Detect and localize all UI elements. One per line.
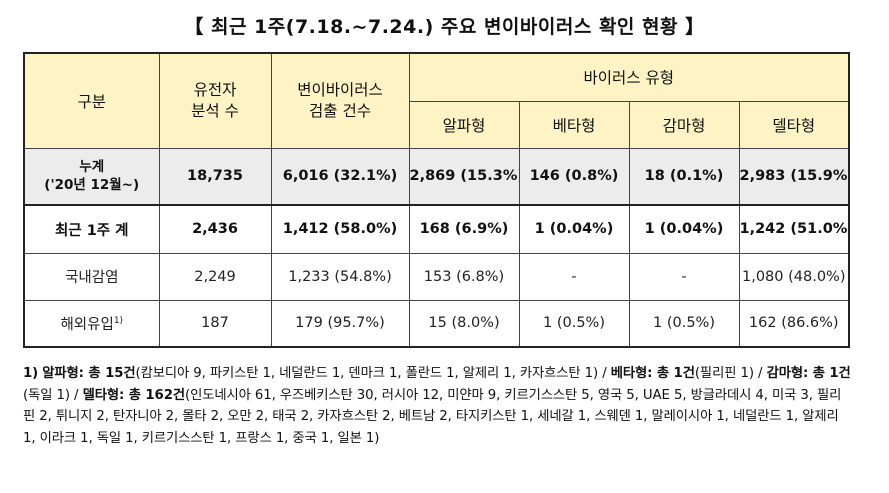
header-beta: 베타형 (518, 100, 630, 149)
footnote-gamma-detail: (독일 1) / (23, 387, 79, 403)
header-gene-line1: 유전자 (193, 80, 237, 99)
week-total-variant: 1,412 (58.0%) (270, 204, 410, 254)
week-total-alpha: 168 (6.9%) (408, 204, 520, 254)
footnote-alpha-detail: (캄보디아 9, 파키스탄 1, 네덜란드 1, 덴마크 1, 폴란드 1, 알… (135, 366, 607, 381)
domestic-label: 국내감염 (23, 252, 160, 301)
footnote-beta-label: 베타형: 총 1건 (610, 366, 695, 381)
overseas-label-text: 해외유입 (60, 316, 114, 333)
week-total-label: 최근 1주 계 (23, 204, 160, 254)
footnote-gamma-label: 감마형: 총 1건 (766, 366, 851, 381)
domestic-gamma: - (628, 252, 740, 301)
cumulative-variant: 6,016 (32.1%) (270, 147, 410, 206)
overseas-variant: 179 (95.7%) (270, 299, 410, 348)
header-alpha: 알파형 (408, 100, 520, 149)
domestic-beta: - (518, 252, 630, 301)
overseas-gene: 187 (158, 299, 272, 348)
week-total-gene: 2,436 (158, 204, 272, 254)
overseas-gamma: 1 (0.5%) (628, 299, 740, 348)
row-week-total: 최근 1주 계 2,436 1,412 (58.0%) 168 (6.9%) 1… (23, 204, 850, 254)
overseas-delta: 162 (86.6%) (738, 299, 850, 348)
header-variant-detection: 변이바이러스 검출 건수 (270, 52, 410, 149)
header-gene-line2: 분석 수 (191, 101, 239, 120)
cumulative-label: 누계 ('20년 12월~) (23, 147, 160, 206)
row-overseas: 해외유입1) 187 179 (95.7%) 15 (8.0%) 1 (0.5%… (23, 299, 850, 348)
header-gene-analysis: 유전자 분석 수 (158, 52, 272, 149)
cumulative-gene: 18,735 (158, 147, 272, 206)
header-delta: 델타형 (738, 100, 850, 149)
domestic-alpha: 153 (6.8%) (408, 252, 520, 301)
cumulative-gamma: 18 (0.1%) (628, 147, 740, 206)
cumulative-alpha: 2,869 (15.3%) (408, 147, 520, 206)
week-total-gamma: 1 (0.04%) (628, 204, 740, 254)
footnote-alpha-label: 알파형: 총 15건 (42, 366, 136, 381)
domestic-variant: 1,233 (54.8%) (270, 252, 410, 301)
overseas-footnote-marker: 1) (113, 315, 124, 326)
overseas-label: 해외유입1) (23, 299, 160, 348)
header-variant-line2: 검출 건수 (309, 101, 371, 120)
row-domestic: 국내감염 2,249 1,233 (54.8%) 153 (6.8%) - - … (23, 252, 850, 301)
week-total-delta: 1,242 (51.0%) (738, 204, 850, 254)
footnote-delta-detail: (인도네시아 61, 우즈베키스탄 30, 러시아 12, 미얀마 9, 키르기… (23, 387, 842, 446)
variant-status-table: 구분 유전자 분석 수 변이바이러스 검출 건수 바이러스 유형 알파형 베타형… (23, 52, 850, 348)
overseas-beta: 1 (0.5%) (518, 299, 630, 348)
week-total-beta: 1 (0.04%) (518, 204, 630, 254)
footnote-delta-label: 델타형: 총 162건 (82, 387, 186, 403)
header-variant-line1: 변이바이러스 (297, 80, 383, 99)
cumulative-delta: 2,983 (15.9%) (738, 147, 850, 206)
header-virus-type: 바이러스 유형 (408, 52, 850, 102)
domestic-gene: 2,249 (158, 252, 272, 301)
header-category: 구분 (23, 52, 160, 149)
footnote-beta-detail: (필리핀 1) / (694, 366, 763, 381)
overseas-alpha: 15 (8.0%) (408, 299, 520, 348)
page-title: 【 최근 1주(7.18.~7.24.) 주요 변이바이러스 확인 현황 】 (184, 16, 705, 38)
row-cumulative: 누계 ('20년 12월~) 18,735 6,016 (32.1%) 2,86… (23, 147, 850, 206)
cumulative-label-line2: ('20년 12월~) (44, 177, 140, 194)
header-row-top: 구분 유전자 분석 수 변이바이러스 검출 건수 바이러스 유형 (23, 52, 850, 149)
header-gamma: 감마형 (628, 100, 740, 149)
cumulative-beta: 146 (0.8%) (518, 147, 630, 206)
domestic-delta: 1,080 (48.0%) (738, 252, 850, 301)
cumulative-label-line1: 누계 (79, 159, 105, 176)
footnote-marker: 1) (23, 366, 39, 381)
header-row-types: 알파형 베타형 감마형 델타형 (24, 100, 850, 149)
footnote: 1) 알파형: 총 15건(캄보디아 9, 파키스탄 1, 네덜란드 1, 덴마… (23, 363, 851, 449)
